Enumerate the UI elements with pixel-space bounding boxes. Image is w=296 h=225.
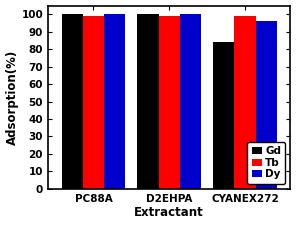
- Bar: [255, 21, 277, 189]
- Y-axis label: Adsorption(%): Adsorption(%): [6, 50, 19, 145]
- Legend: Gd, Tb, Dy: Gd, Tb, Dy: [247, 142, 285, 184]
- Bar: [62, 14, 83, 189]
- Bar: [137, 14, 159, 189]
- X-axis label: Extractant: Extractant: [134, 207, 204, 219]
- Bar: [159, 16, 180, 189]
- Bar: [234, 16, 255, 189]
- Bar: [180, 14, 201, 189]
- Bar: [104, 14, 125, 189]
- Bar: [213, 42, 234, 189]
- Bar: [83, 16, 104, 189]
